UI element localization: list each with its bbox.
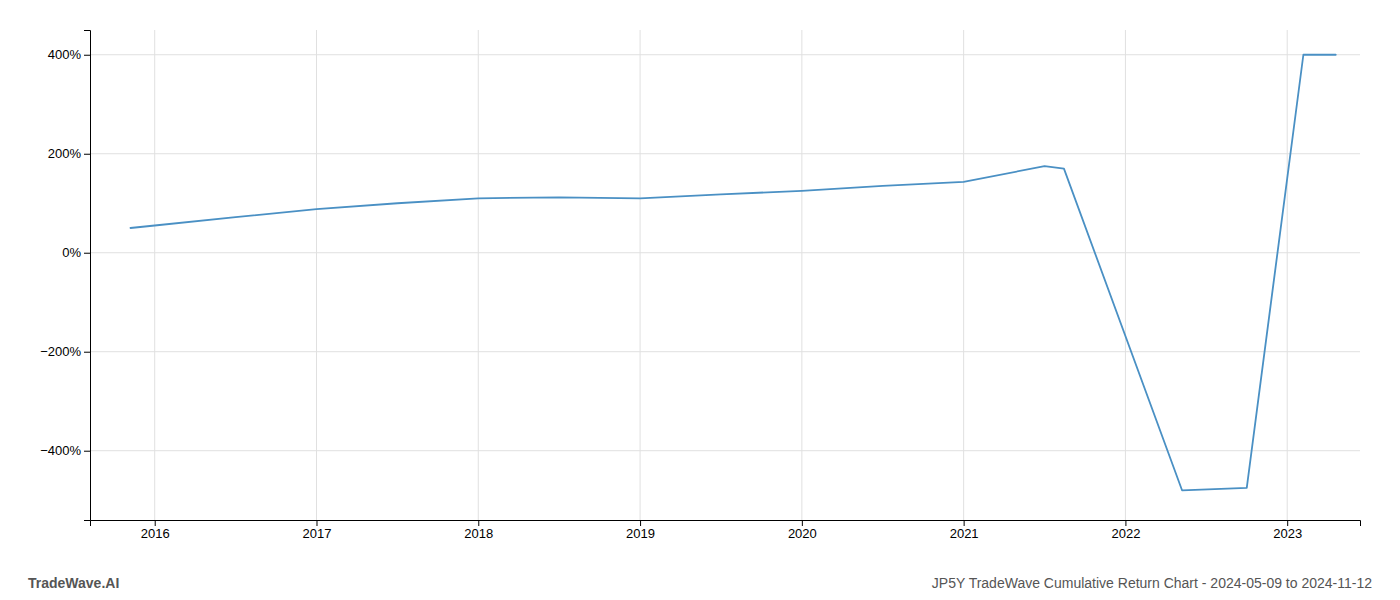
x-tick-label: 2018 [464,526,493,541]
x-tick-label: 2022 [1111,526,1140,541]
x-tick: 2016 [141,520,170,541]
x-tick: 2020 [788,520,817,541]
y-tick-label: −400% [40,443,81,458]
x-grid-line [478,30,479,520]
footer-left: TradeWave.AI [28,575,119,591]
y-grid-line [90,450,1360,451]
x-tick-label: 2023 [1273,526,1302,541]
y-tick-mark [84,352,90,353]
y-tick: −200% [40,344,90,359]
x-tick-label: 2020 [788,526,817,541]
x-axis: 2016 2017 2018 2019 2020 2021 2022 2023 [91,520,1361,541]
y-tick-mark [84,451,90,452]
y-grid-line [90,252,1360,253]
y-grid-line [90,153,1360,154]
x-tick: 2017 [303,520,332,541]
y-tick-label: 400% [48,47,82,62]
x-tick-mark [316,520,317,526]
x-grid-line [640,30,641,520]
x-grid-line [316,30,317,520]
x-tick: 2023 [1273,520,1302,541]
y-tick-mark [84,55,90,56]
x-tick-mark [478,520,479,526]
x-axis-line [91,521,1361,527]
x-tick-mark [640,520,641,526]
x-tick: 2019 [626,520,655,541]
x-tick-mark [1125,520,1126,526]
x-grid-line [1125,30,1126,520]
series-group [130,55,1335,491]
y-tick: −400% [40,443,90,458]
x-tick-label: 2016 [141,526,170,541]
y-tick-mark [84,154,90,155]
x-grid-line [1287,30,1288,520]
chart: 2016 2017 2018 2019 2020 2021 2022 2023 −400% −20… [0,0,1400,600]
x-tick-mark [964,520,965,526]
footer-right: JP5Y TradeWave Cumulative Return Chart -… [932,575,1372,591]
y-tick-label: 0% [62,245,81,260]
x-tick: 2022 [1111,520,1140,541]
x-grid-line [154,30,155,520]
y-tick-mark [84,253,90,254]
y-grid-line [90,54,1360,55]
x-tick-mark [802,520,803,526]
grid [90,30,1360,520]
y-tick: 400% [48,47,90,62]
x-tick: 2021 [950,520,979,541]
y-tick: 200% [48,146,90,161]
x-grid-line [963,30,964,520]
x-tick-mark [155,520,156,526]
x-tick-label: 2021 [950,526,979,541]
plot-area: 2016 2017 2018 2019 2020 2021 2022 2023 −400% −20… [40,30,1360,541]
line [130,55,1335,491]
y-tick-label: −200% [40,344,81,359]
x-grid-line [801,30,802,520]
y-tick: 0% [62,245,90,260]
x-tick-label: 2017 [303,526,332,541]
x-tick-mark [1287,520,1288,526]
y-axis: −400% −200% 0% 200% 400% [40,31,90,521]
x-tick-label: 2019 [626,526,655,541]
x-tick: 2018 [464,520,493,541]
y-axis-line [84,31,91,521]
y-tick-label: 200% [48,146,82,161]
y-grid-line [90,351,1360,352]
